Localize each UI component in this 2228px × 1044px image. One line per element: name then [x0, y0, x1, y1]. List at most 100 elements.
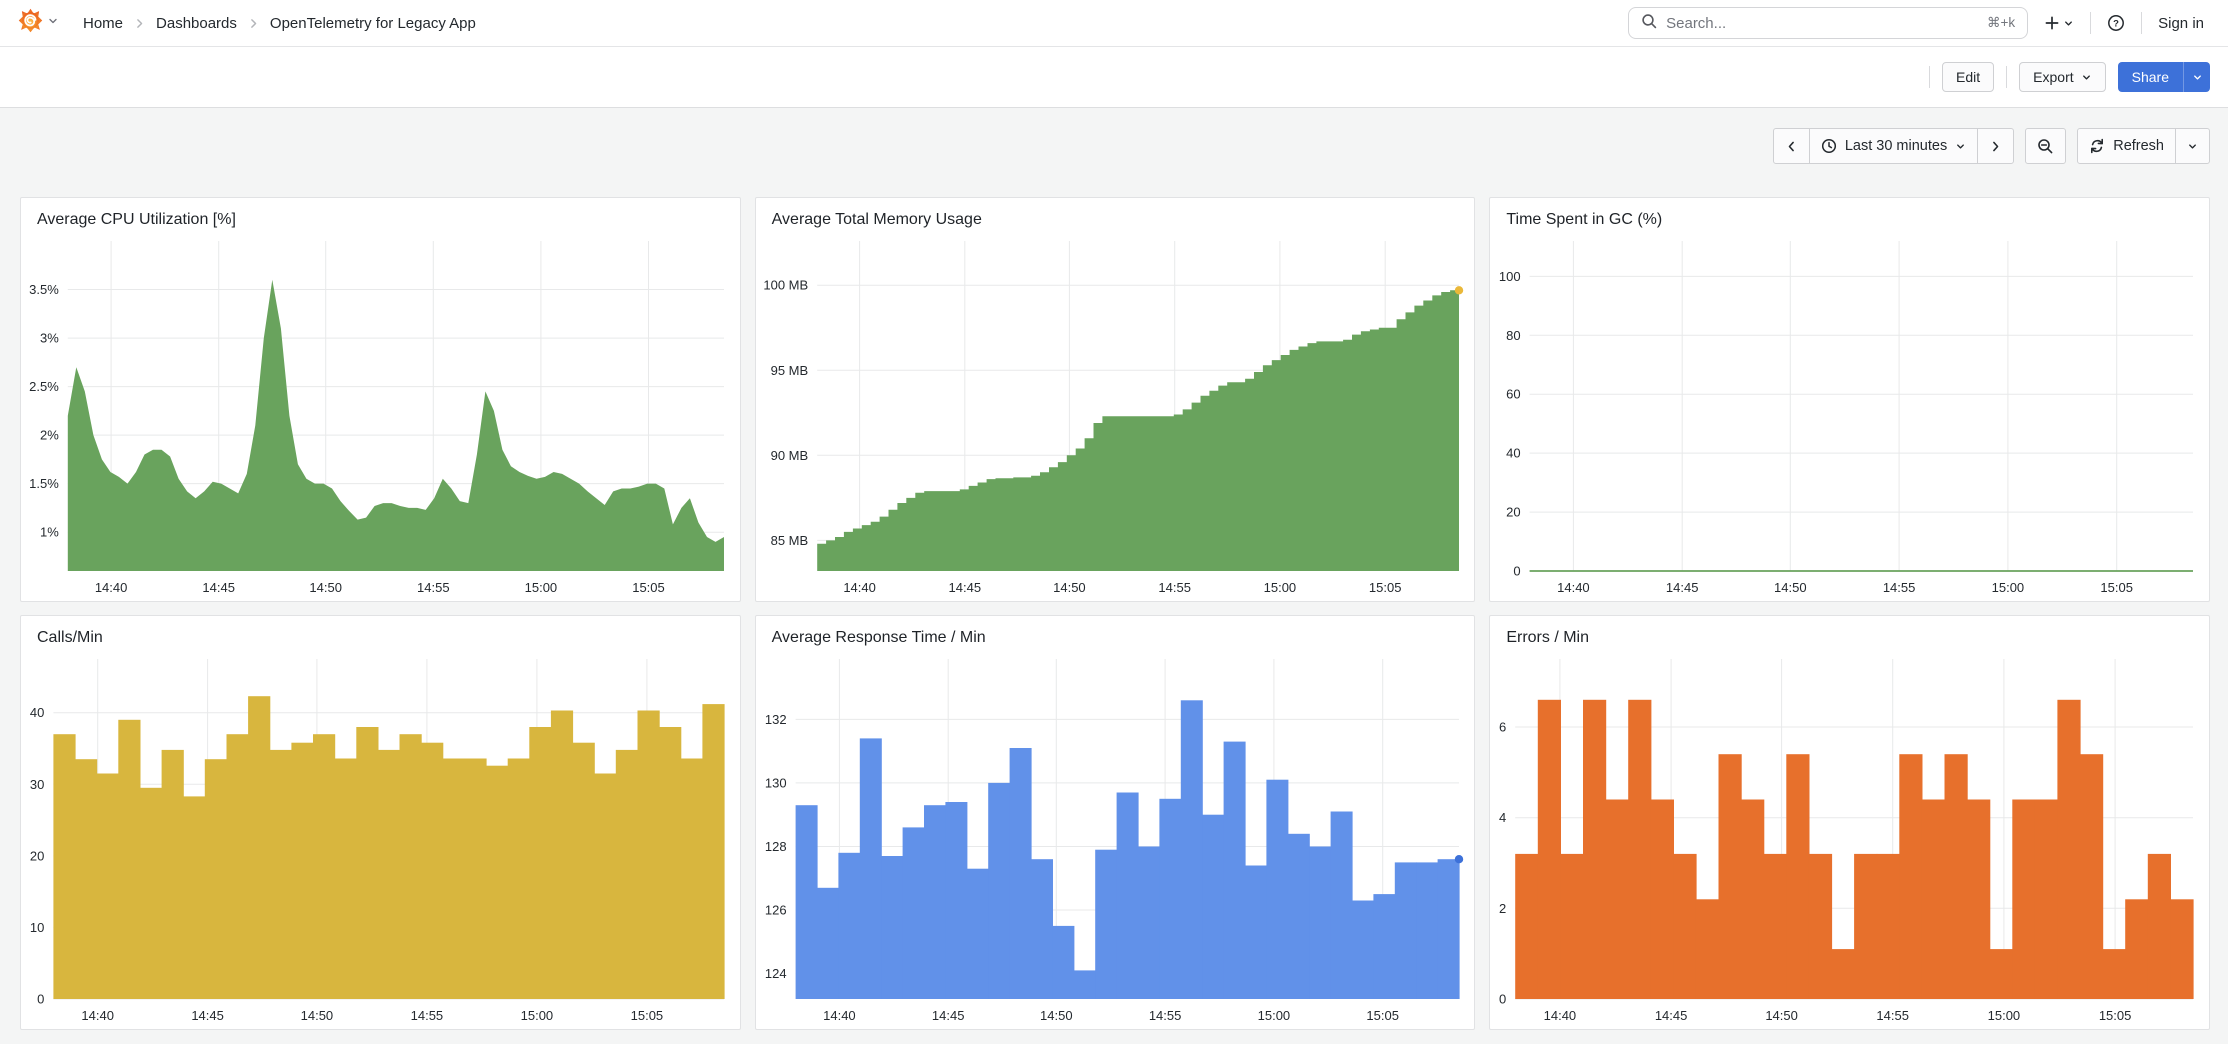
svg-text:14:45: 14:45	[202, 580, 235, 595]
refresh-label: Refresh	[2113, 138, 2164, 154]
breadcrumb-home[interactable]: Home	[83, 14, 124, 32]
breadcrumb-separator-icon	[133, 17, 146, 30]
svg-text:14:55: 14:55	[411, 1008, 444, 1023]
share-dropdown-button[interactable]	[2183, 62, 2210, 92]
svg-text:20: 20	[1506, 505, 1520, 520]
svg-text:132: 132	[765, 712, 787, 727]
zoom-out-button[interactable]	[2025, 128, 2067, 164]
svg-text:100 MB: 100 MB	[763, 278, 808, 293]
svg-text:14:50: 14:50	[1774, 580, 1807, 595]
svg-text:14:50: 14:50	[301, 1008, 334, 1023]
svg-text:3%: 3%	[40, 331, 59, 346]
svg-text:15:00: 15:00	[1263, 580, 1296, 595]
calls-per-min-chart[interactable]: 0 10 20 30 40 14:40 14:45 14:50 14:55 15:00 15:05	[21, 653, 740, 1029]
help-button[interactable]: ?	[2101, 10, 2131, 36]
panel-title[interactable]: Errors / Min	[1506, 629, 1589, 646]
panel-title[interactable]: Average CPU Utilization [%]	[37, 211, 236, 228]
svg-text:85 MB: 85 MB	[770, 533, 808, 548]
panel-title[interactable]: Average Response Time / Min	[771, 629, 986, 646]
svg-text:14:40: 14:40	[1557, 580, 1590, 595]
panel-title[interactable]: Time Spent in GC (%)	[1506, 211, 1663, 228]
edit-button[interactable]: Edit	[1942, 62, 1995, 92]
zoom-out-icon	[2038, 138, 2053, 153]
time-shift-forward-button[interactable]	[1977, 128, 2015, 164]
search-placeholder: Search...	[1666, 14, 1727, 32]
svg-text:0: 0	[1499, 992, 1506, 1007]
svg-text:15:00: 15:00	[1992, 580, 2025, 595]
svg-text:14:45: 14:45	[932, 1008, 965, 1023]
svg-text:14:40: 14:40	[823, 1008, 856, 1023]
svg-text:14:40: 14:40	[95, 580, 128, 595]
export-button[interactable]: Export	[2019, 62, 2106, 92]
svg-text:130: 130	[765, 775, 787, 790]
svg-text:15:05: 15:05	[632, 580, 665, 595]
search-input[interactable]: Search... ⌘+k	[1628, 7, 2029, 39]
panel-title[interactable]: Calls/Min	[37, 629, 103, 646]
time-shift-back-button[interactable]	[1772, 128, 1810, 164]
export-label: Export	[2033, 69, 2074, 85]
panel-title[interactable]: Average Total Memory Usage	[771, 211, 982, 228]
new-menu-button[interactable]	[2038, 11, 2080, 35]
svg-text:15:05: 15:05	[2101, 580, 2134, 595]
svg-text:15:05: 15:05	[1366, 1008, 1399, 1023]
panel-response-time: Average Response Time / Min 124 126 128 130…	[754, 615, 1476, 1030]
svg-text:80: 80	[1506, 328, 1520, 343]
svg-text:15:05: 15:05	[2099, 1008, 2132, 1023]
svg-text:15:00: 15:00	[525, 580, 558, 595]
svg-text:20: 20	[30, 848, 44, 863]
svg-text:1%: 1%	[40, 525, 59, 540]
time-range-picker-button[interactable]: Last 30 minutes	[1808, 128, 1979, 164]
svg-text:14:40: 14:40	[81, 1008, 114, 1023]
refresh-interval-dropdown[interactable]	[2175, 128, 2210, 164]
svg-text:15:00: 15:00	[521, 1008, 554, 1023]
panel-memory-usage: Average Total Memory Usage 85 MB 90 MB 95 …	[754, 197, 1476, 602]
svg-text:60: 60	[1506, 387, 1520, 402]
svg-text:14:50: 14:50	[309, 580, 342, 595]
search-shortcut: ⌘+k	[1986, 15, 2016, 30]
svg-text:2.5%: 2.5%	[29, 379, 59, 394]
chevron-down-icon	[2189, 143, 2196, 149]
svg-text:15:00: 15:00	[1988, 1008, 2021, 1023]
errors-per-min-chart[interactable]: 0 2 4 6 14:40 14:45 14:50 14:55 15:00 15:05	[1490, 653, 2209, 1029]
memory-usage-chart[interactable]: 85 MB 90 MB 95 MB 100 MB 14:40 14:45 14:50 14:5…	[756, 235, 1475, 601]
svg-text:0: 0	[1514, 564, 1521, 579]
svg-text:?: ?	[2113, 19, 2119, 30]
grafana-logo-icon	[18, 8, 43, 38]
gc-time-chart[interactable]: 0 20 40 60 80 100 14:40 14:45 14:50 14:55 15:00 15:…	[1490, 235, 2209, 601]
refresh-group: Refresh	[2077, 128, 2210, 164]
svg-text:10: 10	[30, 920, 44, 935]
svg-text:2: 2	[1499, 901, 1506, 916]
share-button-group: Share	[2117, 62, 2210, 92]
panel-errors-per-min: Errors / Min 0 2 4 6 14:40 14:45 14:50 14:55 15:…	[1489, 615, 2210, 1030]
divider	[2141, 12, 2143, 34]
svg-text:40: 40	[1506, 446, 1520, 461]
breadcrumb: Home Dashboards OpenTelemetry for Legacy…	[83, 15, 476, 32]
refresh-button[interactable]: Refresh	[2077, 128, 2176, 164]
dashboard-toolbar: Edit Export Share	[0, 47, 2228, 108]
svg-text:14:55: 14:55	[417, 580, 450, 595]
svg-text:15:05: 15:05	[631, 1008, 664, 1023]
svg-text:126: 126	[765, 903, 787, 918]
svg-text:14:45: 14:45	[1655, 1008, 1688, 1023]
clock-icon	[1821, 138, 1836, 154]
dashboard-content: Last 30 minutes Refresh	[0, 108, 2228, 1030]
grafana-home-button[interactable]	[18, 8, 59, 38]
svg-text:14:50: 14:50	[1766, 1008, 1799, 1023]
svg-text:14:55: 14:55	[1158, 580, 1191, 595]
chevron-left-icon	[1788, 141, 1794, 151]
svg-text:124: 124	[765, 966, 787, 981]
share-button[interactable]: Share	[2117, 62, 2183, 92]
divider	[1929, 66, 1931, 88]
search-icon	[1641, 13, 1657, 34]
svg-text:14:45: 14:45	[948, 580, 981, 595]
response-time-chart[interactable]: 124 126 128 130 132 14:40 14:45 14:50 14:55 15:00…	[756, 653, 1475, 1029]
breadcrumb-dashboards[interactable]: Dashboards	[156, 14, 237, 32]
panel-grid: Average CPU Utilization [%] 1% 1.5% 2% 2.5%…	[20, 197, 2210, 1030]
divider	[2006, 66, 2008, 88]
svg-text:4: 4	[1499, 810, 1506, 825]
svg-text:14:45: 14:45	[191, 1008, 224, 1023]
sign-in-button[interactable]: Sign in	[2158, 14, 2204, 32]
svg-text:14:55: 14:55	[1148, 1008, 1181, 1023]
cpu-utilization-chart[interactable]: 1% 1.5% 2% 2.5% 3% 3.5% 14:40 14:45 14:50 14:55 15…	[21, 235, 740, 601]
panel-cpu-utilization: Average CPU Utilization [%] 1% 1.5% 2% 2.5%…	[20, 197, 741, 602]
